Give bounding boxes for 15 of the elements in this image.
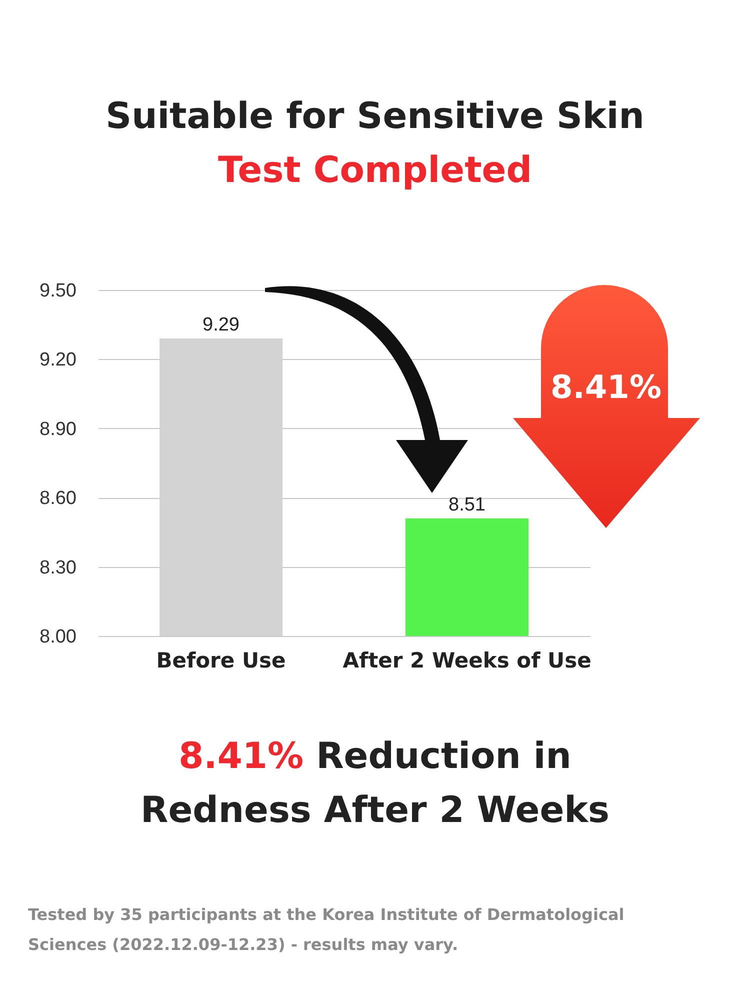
y-tick-label: 9.20 (40, 350, 76, 371)
y-tick-label: 8.00 (40, 626, 76, 648)
x-tick-label: Before Use (156, 648, 286, 672)
text: 8.41% Reduction in Redness After 2 Weeks (140, 735, 610, 833)
y-tick-label: 9.50 (40, 280, 76, 302)
y-tick-label: 8.90 (40, 418, 76, 440)
y-tick-label: 8.30 (40, 557, 76, 578)
data-label: 8.51 (448, 494, 486, 516)
x-tick-label: After 2 Weeks of Use (342, 648, 592, 672)
chart-subtitle: Test Completed (217, 150, 533, 191)
y-tick-label: 8.60 (40, 488, 76, 510)
annotation: 8.41% (550, 368, 662, 406)
text: Tested by 35 participants at the Korea Institute of Dermatological Sciences (2022.12.09-12.23) - results may vary. (28, 904, 626, 956)
chart-title: Suitable for Sensitive Skin (104, 96, 646, 137)
data-label: 9.29 (202, 314, 240, 336)
